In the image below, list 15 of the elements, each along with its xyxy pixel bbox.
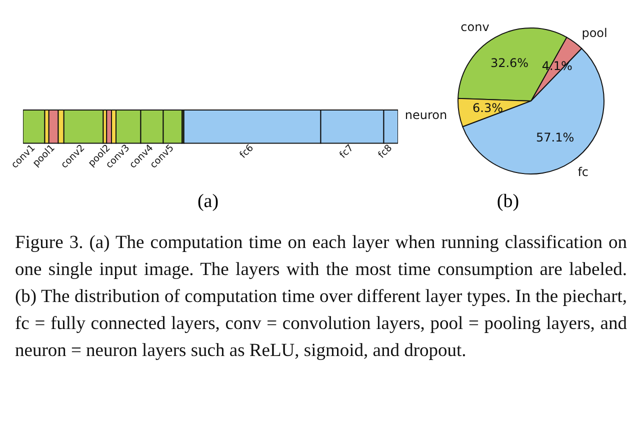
text: fc6 bbox=[238, 142, 256, 161]
data-label: 6.3% bbox=[472, 101, 504, 116]
data-label: 32.6% bbox=[490, 56, 529, 70]
text: (a) bbox=[196, 191, 220, 213]
bar bbox=[23, 110, 46, 144]
text: fc8 bbox=[376, 142, 395, 161]
caption: Figure 3. (a) The computation time on each layer when running classification on one single input image. The layers with the most time consumption are labeled. (b) The distribution of computation time over different layer types. In the piechart, fc = fully connected layers, conv = convolution layers, pool = pooling layers, and neuron = neuron layers such as ReLU, sigmoid, and dropout. bbox=[15, 232, 627, 363]
slice-label: neuron bbox=[404, 108, 448, 122]
text: (b) bbox=[496, 191, 520, 213]
text: fc7 bbox=[338, 142, 356, 161]
data-label: 4.1% bbox=[542, 58, 572, 73]
slice-label: pool bbox=[582, 26, 608, 40]
slice-label: conv bbox=[460, 20, 490, 34]
data-label: 57.1% bbox=[536, 130, 574, 145]
slice-label: fc bbox=[578, 165, 589, 180]
